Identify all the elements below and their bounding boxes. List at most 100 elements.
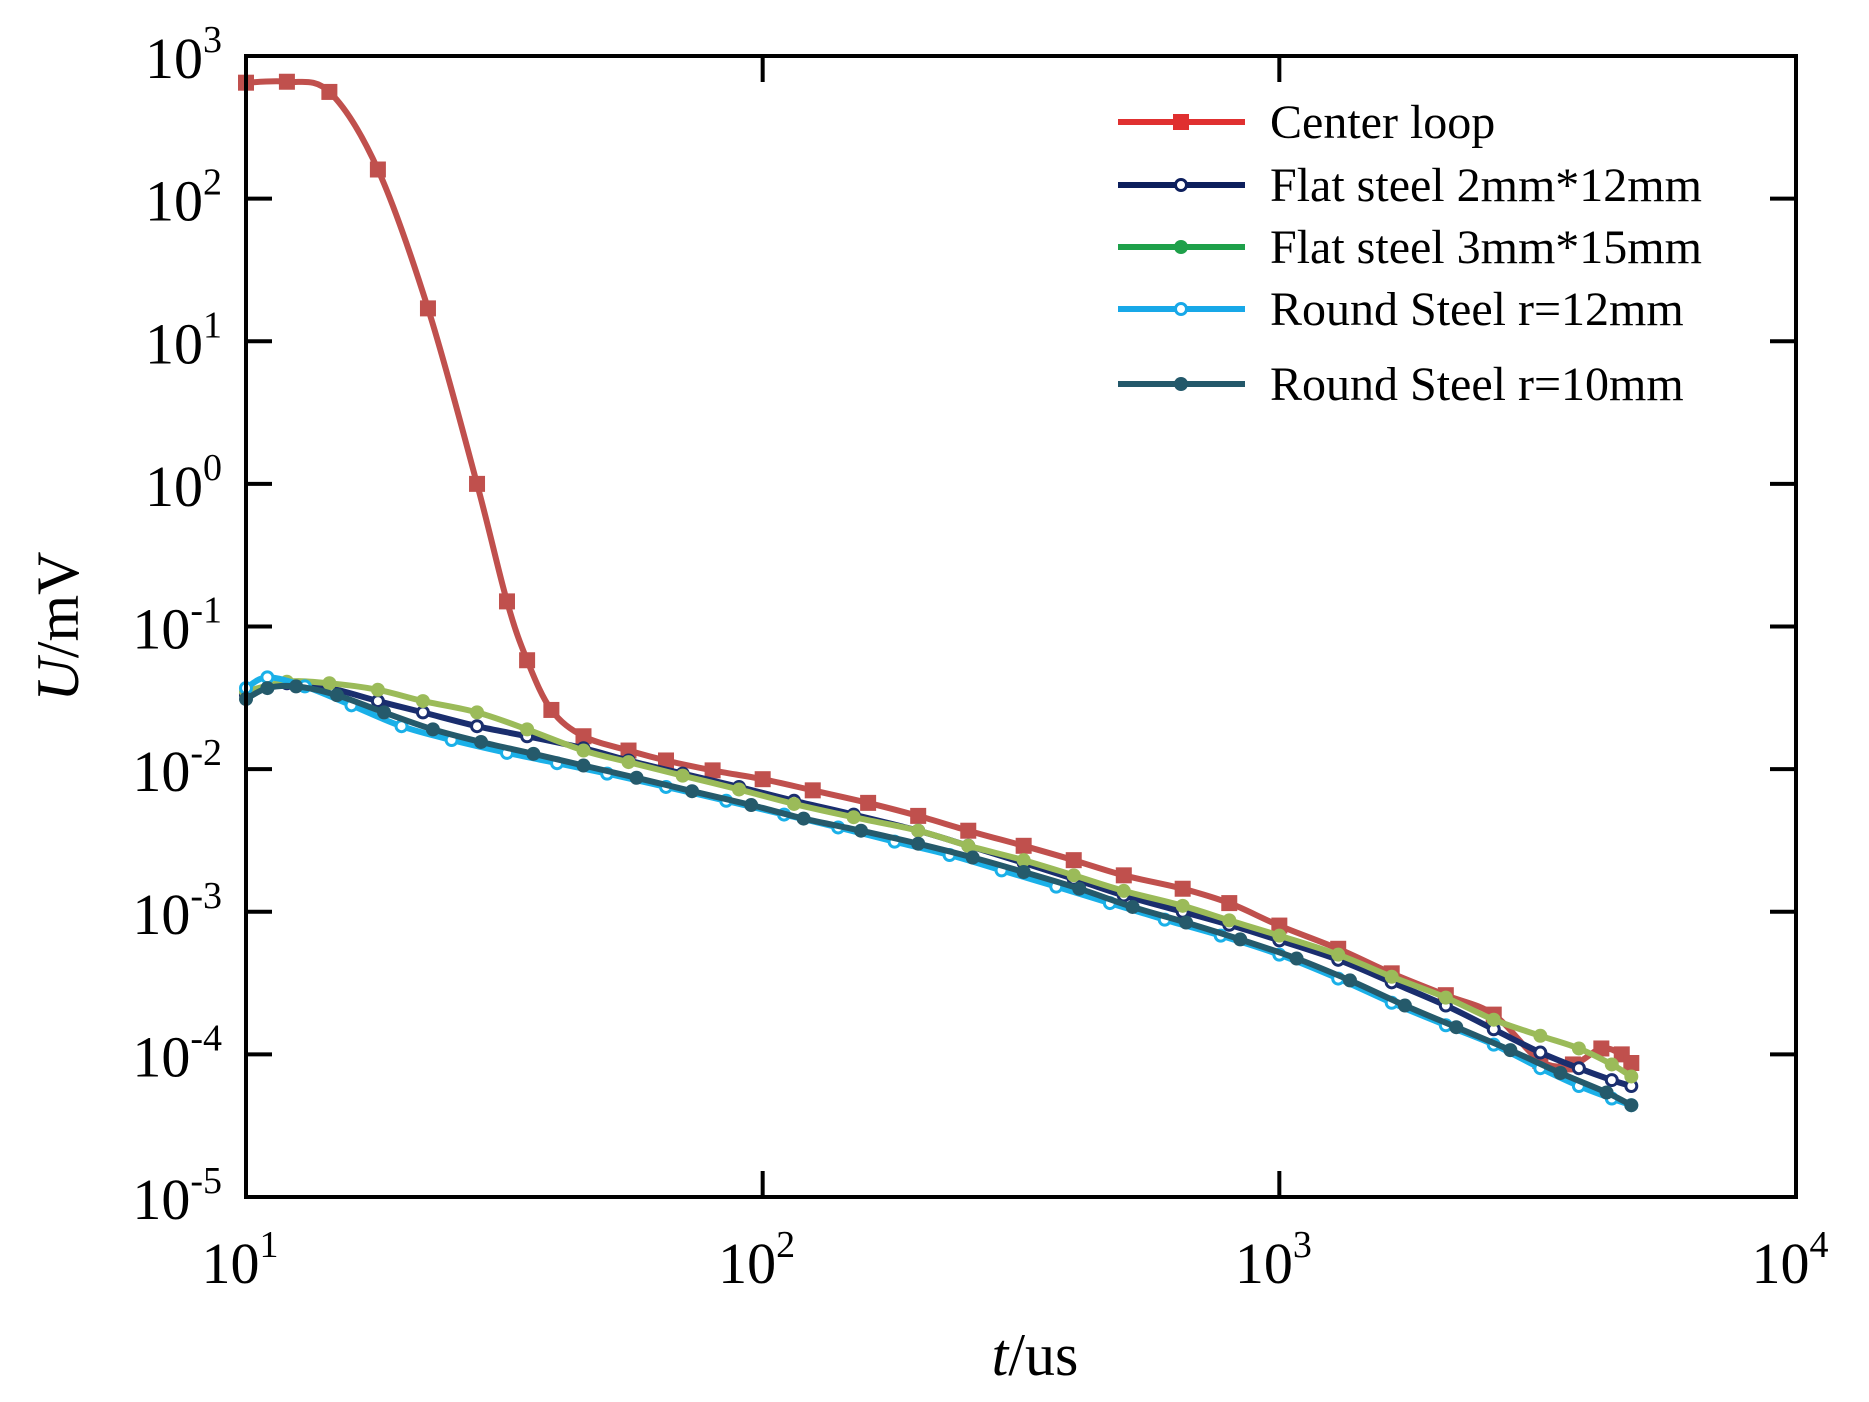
data-point bbox=[415, 694, 430, 709]
y-tick-label: 10-1 bbox=[132, 590, 222, 662]
legend-marker bbox=[1174, 240, 1188, 254]
data-point bbox=[732, 782, 747, 797]
data-point bbox=[520, 722, 535, 737]
data-point bbox=[321, 83, 338, 100]
legend-label: Round Steel r=12mm bbox=[1270, 283, 1684, 336]
data-point bbox=[289, 679, 304, 694]
legend-entry: Center loop bbox=[1118, 96, 1495, 149]
x-tick-label: 104 bbox=[1752, 1224, 1829, 1296]
x-tick-label: 101 bbox=[202, 1224, 279, 1296]
legend-label: Flat steel 2mm*12mm bbox=[1270, 159, 1702, 212]
data-point bbox=[369, 161, 386, 178]
series-layer bbox=[238, 73, 1640, 1113]
data-point bbox=[960, 822, 977, 839]
data-point bbox=[1072, 881, 1087, 896]
data-point bbox=[1342, 973, 1357, 988]
data-point bbox=[629, 770, 644, 785]
data-point bbox=[1384, 969, 1399, 984]
data-point bbox=[576, 758, 591, 773]
data-point bbox=[278, 73, 295, 90]
y-tick-label: 10-4 bbox=[132, 1017, 222, 1089]
legend: Center loop Flat steel 2mm*12mm Flat steel… bbox=[1118, 96, 1702, 411]
data-point bbox=[1272, 928, 1287, 943]
data-point bbox=[1066, 868, 1081, 883]
data-point bbox=[910, 807, 927, 824]
data-point bbox=[1486, 1012, 1501, 1027]
data-point bbox=[1571, 1061, 1586, 1076]
data-point bbox=[1065, 852, 1082, 869]
data-point bbox=[965, 850, 980, 865]
data-point bbox=[474, 734, 489, 749]
data-point bbox=[498, 593, 515, 610]
data-point bbox=[1438, 990, 1453, 1005]
data-point bbox=[754, 771, 771, 788]
data-point bbox=[526, 746, 541, 761]
data-point bbox=[1533, 1028, 1548, 1043]
data-point bbox=[1449, 1020, 1464, 1035]
data-point bbox=[1175, 898, 1190, 913]
data-point bbox=[260, 681, 275, 696]
axes: 101 102 103 104 10-5 10-4 10-3 10-2 10-1 100 101 10… bbox=[25, 19, 1829, 1388]
data-point bbox=[1289, 951, 1304, 966]
data-point bbox=[1016, 864, 1031, 879]
data-point bbox=[370, 682, 385, 697]
legend-entry: Flat steel 2mm*12mm bbox=[1118, 159, 1702, 212]
data-point bbox=[685, 784, 700, 799]
data-point bbox=[1623, 1055, 1640, 1072]
data-point bbox=[1533, 1045, 1548, 1060]
x-tick-label: 102 bbox=[718, 1224, 795, 1296]
series-4 bbox=[239, 670, 1639, 1113]
data-point bbox=[470, 719, 485, 734]
data-point bbox=[860, 794, 877, 811]
y-tick-label: 10-5 bbox=[132, 1160, 222, 1232]
data-point bbox=[1115, 867, 1132, 884]
series-1 bbox=[238, 73, 1640, 1073]
data-point bbox=[1593, 1040, 1610, 1057]
x-axis-label: t/us bbox=[992, 1322, 1079, 1388]
data-point bbox=[425, 722, 440, 737]
data-point bbox=[322, 676, 337, 691]
data-point bbox=[469, 475, 486, 492]
data-point bbox=[620, 742, 637, 759]
data-point bbox=[787, 796, 802, 811]
x-tick-label: 103 bbox=[1235, 1224, 1312, 1296]
data-point bbox=[377, 705, 392, 720]
data-point bbox=[1222, 913, 1237, 928]
data-point bbox=[575, 728, 592, 745]
data-point bbox=[1116, 883, 1131, 898]
data-point bbox=[470, 705, 485, 720]
data-point bbox=[1599, 1085, 1614, 1100]
data-point bbox=[744, 798, 759, 813]
y-axis-label: U/mV bbox=[25, 551, 91, 701]
data-point bbox=[1553, 1066, 1568, 1081]
y-tick-label: 101 bbox=[145, 304, 222, 376]
data-point bbox=[1016, 853, 1031, 868]
y-tick-label: 103 bbox=[145, 19, 222, 91]
data-point bbox=[675, 768, 690, 783]
series-5 bbox=[239, 679, 1639, 1113]
legend-entry: Round Steel r=10mm bbox=[1118, 358, 1684, 411]
data-point bbox=[1397, 998, 1412, 1013]
data-point bbox=[796, 811, 811, 826]
data-point bbox=[329, 688, 344, 703]
data-point bbox=[1624, 1098, 1639, 1113]
data-point bbox=[1571, 1041, 1586, 1056]
y-tick-label: 10-2 bbox=[132, 732, 222, 804]
legend-entry: Round Steel r=12mm bbox=[1118, 283, 1684, 336]
y-tick-label: 10-3 bbox=[132, 875, 222, 947]
data-point bbox=[415, 705, 430, 720]
data-point bbox=[621, 755, 636, 770]
legend-marker bbox=[1174, 302, 1188, 316]
y-tick-label: 102 bbox=[145, 162, 222, 234]
data-point bbox=[576, 743, 591, 758]
data-point bbox=[911, 823, 926, 838]
data-point bbox=[419, 300, 436, 317]
data-point bbox=[1015, 837, 1032, 854]
data-point bbox=[804, 782, 821, 799]
data-point bbox=[370, 694, 385, 709]
data-point bbox=[1271, 917, 1288, 934]
legend-label: Round Steel r=10mm bbox=[1270, 358, 1684, 411]
data-point bbox=[704, 762, 721, 779]
data-point bbox=[1331, 947, 1346, 962]
data-point bbox=[1604, 1057, 1619, 1072]
